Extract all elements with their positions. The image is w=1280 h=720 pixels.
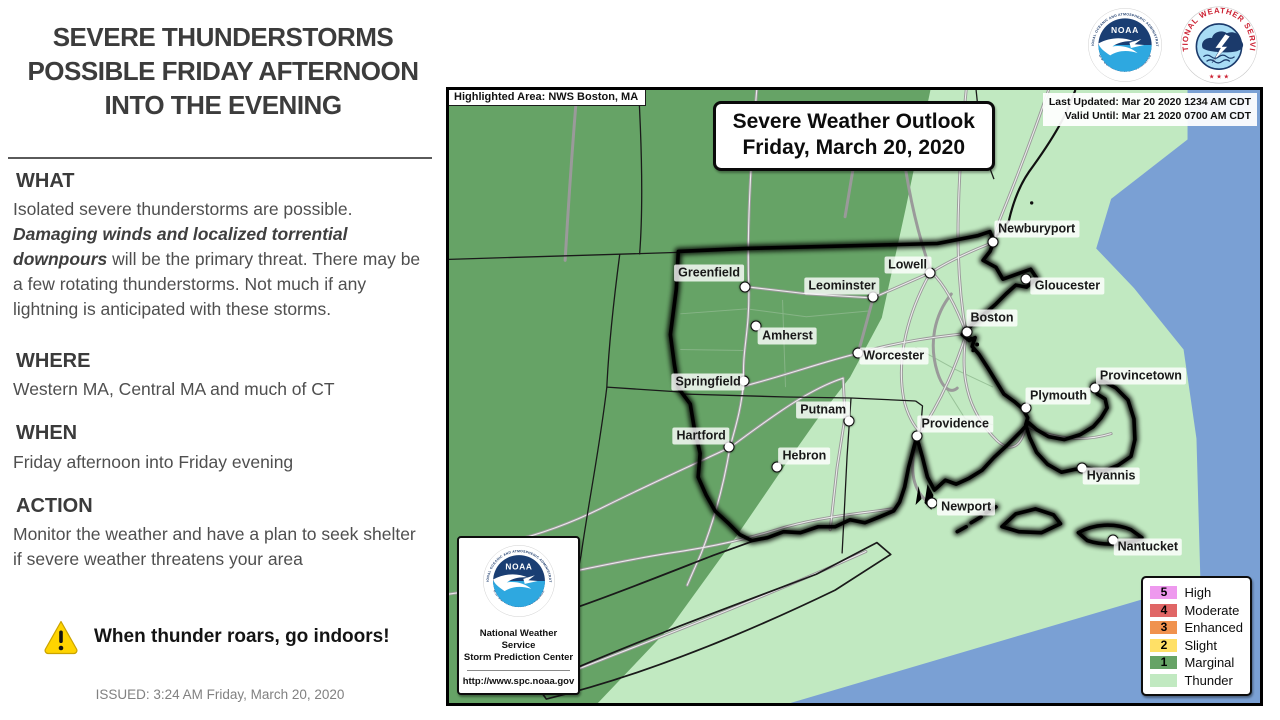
- spc-attribution-box: National Weather Service Storm Predictio…: [457, 536, 580, 695]
- city-label-providence: Providence: [917, 415, 993, 433]
- legend-label-enhanced: Enhanced: [1184, 620, 1243, 636]
- city-label-leominster: Leominster: [804, 277, 880, 295]
- ocean-area: [790, 90, 1260, 703]
- outlook-title-line1: Severe Weather Outlook: [732, 110, 975, 133]
- action-heading: ACTION: [16, 495, 93, 517]
- when-heading: WHEN: [16, 422, 78, 444]
- city-dot-plymouth: [1020, 402, 1032, 414]
- title-line-3: INTO THE EVENING: [104, 90, 342, 120]
- what-heading: WHAT: [16, 170, 75, 192]
- spc-url[interactable]: http://www.spc.noaa.gov: [462, 676, 575, 687]
- city-label-greenfield: Greenfield: [674, 264, 744, 282]
- legend-swatch-thunder: [1150, 673, 1178, 687]
- where-heading: WHERE: [16, 350, 91, 372]
- city-dot-boston: [961, 326, 973, 338]
- legend-swatch-slight: 2: [1150, 638, 1178, 652]
- legend-label-thunder: Thunder: [1184, 672, 1233, 688]
- legend-label-slight: Slight: [1184, 637, 1217, 653]
- noaa-logo: [1088, 8, 1162, 82]
- city-dot-gloucester: [1020, 273, 1032, 285]
- what-text-pre: Isolated severe thunderstorms are possib…: [13, 199, 353, 219]
- legend-row-moderate: 4 Moderate: [1150, 602, 1243, 620]
- info-panel: SEVERE THUNDERSTORMS POSSIBLE FRIDAY AFT…: [0, 0, 446, 720]
- legend-label-marginal: Marginal: [1184, 655, 1235, 671]
- city-dot-amherst: [750, 320, 762, 332]
- spc-org-line2: Storm Prediction Center: [463, 652, 574, 663]
- what-text-emphasis: Damaging winds and localized torrential …: [13, 224, 348, 269]
- city-label-worcester: Worcester: [859, 347, 929, 365]
- warning-triangle-icon: [44, 620, 78, 655]
- city-label-hebron: Hebron: [778, 447, 831, 465]
- city-label-gloucester: Gloucester: [1030, 277, 1105, 295]
- city-label-hartford: Hartford: [672, 427, 730, 445]
- warning-text: When thunder roars, go indoors!: [94, 626, 390, 647]
- city-label-putnam: Putnam: [796, 401, 851, 419]
- title-divider: [8, 157, 432, 159]
- long-island-outline: [535, 541, 892, 700]
- legend-swatch-enhanced: 3: [1150, 621, 1178, 635]
- thunder-warning: When thunder roars, go indoors!: [42, 618, 390, 656]
- legend-swatch-marginal: 1: [1150, 656, 1178, 670]
- legend-label-high: High: [1184, 585, 1212, 601]
- city-dot-providence: [911, 430, 923, 442]
- nws-logo: [1180, 6, 1258, 84]
- action-body: Monitor the weather and have a plan to s…: [13, 524, 416, 569]
- legend-row-thunder: Thunder: [1150, 672, 1243, 690]
- legend-swatch-high: 5: [1150, 586, 1178, 600]
- legend-row-marginal: 1 Marginal: [1150, 654, 1243, 672]
- where-body: Western MA, Central MA and much of CT: [13, 379, 335, 399]
- title-line-2: POSSIBLE FRIDAY AFTERNOON: [27, 56, 419, 86]
- legend-row-slight: 2 Slight: [1150, 637, 1243, 655]
- city-dot-hebron: [771, 461, 783, 473]
- what-text-post: will be the primary threat. There may be…: [13, 249, 421, 319]
- risk-legend: 5 High 4 Moderate 3 Enhanced 2 Slight 1 Marginal T…: [1141, 576, 1252, 696]
- city-label-newport: Newport: [937, 498, 996, 516]
- city-label-hyannis: Hyannis: [1082, 467, 1140, 485]
- thunder-risk-area: [597, 90, 1260, 703]
- city-label-nantucket: Nantucket: [1113, 538, 1183, 556]
- when-body: Friday afternoon into Friday evening: [13, 452, 294, 472]
- legend-row-high: 5 High: [1150, 584, 1243, 602]
- legend-row-enhanced: 3 Enhanced: [1150, 619, 1243, 637]
- city-label-boston: Boston: [966, 309, 1018, 327]
- city-label-newburyport: Newburyport: [994, 220, 1080, 238]
- legend-label-moderate: Moderate: [1184, 602, 1240, 618]
- page-title: SEVERE THUNDERSTORMS POSSIBLE FRIDAY AFT…: [0, 20, 446, 122]
- what-body: Isolated severe thunderstorms are possib…: [13, 197, 425, 322]
- issued-timestamp: ISSUED: 3:24 AM Friday, March 20, 2020: [95, 687, 345, 702]
- city-label-provincetown: Provincetown: [1095, 367, 1186, 385]
- city-label-amherst: Amherst: [758, 327, 817, 345]
- valid-until-text: Valid Until: Mar 21 2020 0700 AM CDT: [1064, 110, 1251, 122]
- city-dot-greenfield: [739, 281, 751, 293]
- outlook-title-line2: Friday, March 20, 2020: [742, 136, 966, 159]
- city-label-springfield: Springfield: [671, 373, 745, 391]
- city-dot-newburyport: [987, 236, 999, 248]
- spc-org-line1: National Weather Service: [479, 628, 558, 651]
- city-label-plymouth: Plymouth: [1026, 387, 1091, 405]
- highlighted-area-label: Highlighted Area: NWS Boston, MA: [449, 90, 647, 106]
- map-graphic: [449, 90, 1260, 703]
- spc-divider: [467, 670, 570, 671]
- outlook-title-box: Severe Weather Outlook Friday, March 20,…: [712, 101, 995, 171]
- title-line-1: SEVERE THUNDERSTORMS: [52, 22, 394, 52]
- legend-swatch-moderate: 4: [1150, 603, 1178, 617]
- last-updated-text: Last Updated: Mar 20 2020 1234 AM CDT: [1048, 96, 1251, 108]
- outlook-map[interactable]: Highlighted Area: NWS Boston, MA Severe …: [446, 87, 1263, 706]
- city-label-lowell: Lowell: [884, 256, 932, 274]
- noaa-logo-spc: [483, 545, 555, 617]
- validity-box: Last Updated: Mar 20 2020 1234 AM CDT Va…: [1042, 93, 1257, 126]
